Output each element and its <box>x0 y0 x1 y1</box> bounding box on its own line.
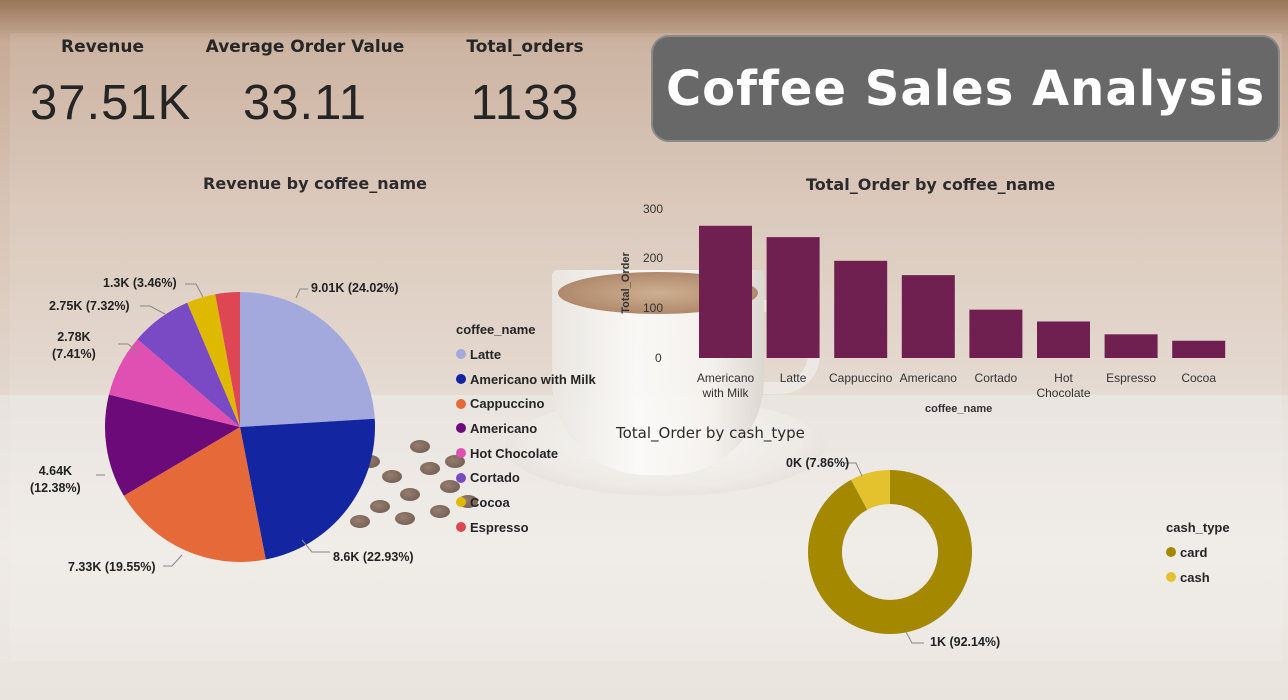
pie-data-label: 1.3K (3.46%) <box>103 276 177 290</box>
kpi-average-order-value[interactable]: Average Order Value 33.11 <box>200 37 410 131</box>
pie-data-label: 2.78K (7.41%) <box>52 329 96 363</box>
kpi-total-orders[interactable]: Total_orders 1133 <box>450 37 600 131</box>
legend-label: Espresso <box>470 519 529 535</box>
bar-chart-title: Total_Order by coffee_name <box>806 175 1056 194</box>
legend-item-cocoa[interactable]: Cocoa <box>456 490 596 515</box>
donut-data-label: 0K (7.86%) <box>786 456 850 470</box>
pie-chart-title: Revenue by coffee_name <box>203 174 427 193</box>
x-tick-label: Americano <box>899 371 957 385</box>
x-tick-label: Americano with Milk <box>696 371 755 400</box>
dashboard-title-box: Coffee Sales Analysis <box>651 35 1280 142</box>
kpi-revenue[interactable]: Revenue 37.51K <box>30 37 192 131</box>
legend-item-americano[interactable]: Americano <box>456 416 596 441</box>
x-tick-label: Cocoa <box>1181 371 1217 385</box>
pie-data-label-line: (7.41%) <box>52 347 96 361</box>
pie-data-label-line: 2.78K <box>57 330 91 344</box>
legend-marker <box>456 349 466 360</box>
pie-data-label: 7.33K (19.55%) <box>68 560 156 574</box>
kpi-value: 37.51K <box>30 76 192 130</box>
legend-item-espresso[interactable]: Espresso <box>456 515 596 540</box>
legend-item-cortado[interactable]: Cortado <box>456 465 596 490</box>
pie-data-label-line: 4.64K <box>38 464 73 478</box>
legend-item-americano-with-milk[interactable]: Americano with Milk <box>456 367 596 392</box>
legend-item-cash[interactable]: cash <box>1166 565 1230 590</box>
legend-label: Cortado <box>470 470 520 486</box>
legend-item-cappuccino[interactable]: Cappuccino <box>456 391 596 416</box>
y-tick-label: 100 <box>643 301 664 315</box>
y-tick-label: 0 <box>655 351 662 365</box>
x-tick-label: Espresso <box>1106 371 1157 385</box>
legend-marker <box>456 374 466 385</box>
legend-marker <box>456 522 466 533</box>
legend-marker <box>456 472 466 483</box>
legend-label: Latte <box>470 346 502 362</box>
legend-marker <box>456 423 466 434</box>
kpi-value: 33.11 <box>243 76 367 130</box>
x-axis-title: coffee_name <box>925 403 993 415</box>
kpi-value: 1133 <box>470 76 580 130</box>
y-tick-label: 200 <box>643 251 664 265</box>
x-tick-label: Cappuccino <box>829 371 893 385</box>
legend-label: card <box>1180 544 1208 560</box>
kpi-label: Total_orders <box>466 37 584 57</box>
pie-legend-title: coffee_name <box>456 322 536 337</box>
legend-item-latte[interactable]: Latte <box>456 342 596 367</box>
pie-data-label: 4.64K (12.38%) <box>30 463 81 497</box>
legend-label: Cocoa <box>470 494 510 510</box>
kpi-label: Revenue <box>61 37 144 57</box>
donut-data-label: 1K (92.14%) <box>930 635 1001 649</box>
pie-data-label: 2.75K (7.32%) <box>49 299 130 313</box>
x-tick-label: Latte <box>779 371 807 385</box>
legend-label: Cappuccino <box>470 396 545 412</box>
y-tick-label: 300 <box>643 202 664 216</box>
legend-marker <box>456 398 466 409</box>
legend-marker <box>456 497 466 508</box>
legend-label: Americano with Milk <box>470 371 596 387</box>
kpi-label: Average Order Value <box>205 37 405 57</box>
donut-legend-title: cash_type <box>1166 520 1230 535</box>
pie-data-label-line: (12.38%) <box>30 481 81 495</box>
dashboard-title: Coffee Sales Analysis <box>665 60 1266 117</box>
pie-data-label: 9.01K (24.02%) <box>311 281 399 295</box>
legend-item-card[interactable]: card <box>1166 540 1230 565</box>
x-tick-label: Hot Chocolate <box>1036 371 1091 400</box>
legend-marker <box>1166 547 1176 558</box>
legend-label: Hot Chocolate <box>470 445 559 461</box>
pie-legend: coffee_name Latte Americano with Milk Ca… <box>456 322 596 540</box>
legend-item-hot-chocolate[interactable]: Hot Chocolate <box>456 441 596 466</box>
y-axis-title: Total_Order <box>620 252 632 314</box>
x-tick-label: Cortado <box>974 371 1018 385</box>
legend-marker <box>456 448 466 459</box>
donut-legend: cash_type card cash <box>1166 520 1230 589</box>
legend-label: Americano <box>470 420 538 436</box>
donut-chart-title: Total_Order by cash_type <box>616 424 805 442</box>
pie-data-label: 8.6K (22.93%) <box>333 550 414 564</box>
legend-marker <box>1166 572 1176 583</box>
legend-label: cash <box>1180 569 1210 585</box>
